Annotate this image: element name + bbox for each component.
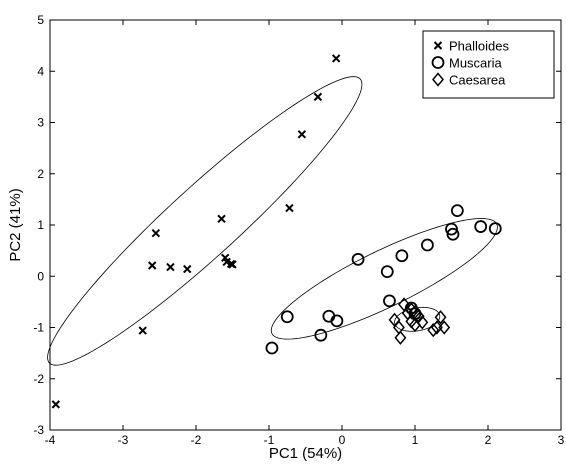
legend: Phalloides Muscaria Caesarea <box>422 30 555 99</box>
muscaria-point <box>446 227 460 241</box>
caesarea-legend-label: Caesarea <box>449 73 506 88</box>
caesarea-point <box>416 315 429 330</box>
x-tick-label: -1 <box>264 433 275 447</box>
muscaria-point <box>280 310 294 324</box>
muscaria-point <box>265 341 279 355</box>
phalloides-legend-label: Phalloides <box>449 39 509 54</box>
phalloides-point <box>151 228 161 238</box>
muscaria-point <box>445 222 458 236</box>
x-tick-label: 3 <box>558 433 565 447</box>
phalloides-point <box>51 400 61 409</box>
data-points <box>51 54 502 409</box>
y-tick-label: 3 <box>37 116 44 130</box>
y-tick-label: -3 <box>33 423 44 437</box>
phalloides-point <box>183 264 192 274</box>
muscaria-point <box>421 238 434 252</box>
x-tick-label: -3 <box>118 433 129 447</box>
muscaria-point <box>380 265 394 279</box>
phalloides-point <box>147 261 157 270</box>
muscaria-legend-marker <box>431 56 445 69</box>
y-tick-label: 5 <box>37 13 44 27</box>
muscaria-point <box>488 222 502 235</box>
caesarea-point <box>409 317 421 333</box>
phalloides-point <box>331 54 341 63</box>
phalloides-point <box>285 203 294 213</box>
ellipse <box>47 76 363 366</box>
phalloides-point <box>166 262 175 272</box>
x-tick-label: 0 <box>339 433 346 447</box>
legend-box <box>422 30 555 99</box>
phalloides-point <box>217 214 226 224</box>
x-tick-label: 1 <box>412 433 419 447</box>
y-tick-label: -2 <box>33 372 44 386</box>
caesarea-legend-marker <box>432 72 444 87</box>
muscaria-point <box>474 220 488 233</box>
y-tick-label: 2 <box>37 167 44 181</box>
phalloides-legend-marker <box>433 41 443 50</box>
y-tick-label: -1 <box>33 321 44 335</box>
muscaria-point <box>314 328 328 342</box>
muscaria-point <box>330 314 344 328</box>
y-tick-label: 0 <box>37 269 44 283</box>
ellipse <box>270 218 498 340</box>
phalloides-point <box>222 257 231 267</box>
muscaria-point <box>351 252 365 266</box>
caesarea-point <box>427 322 440 338</box>
muscaria-point <box>395 249 409 263</box>
phalloides-point <box>138 326 147 335</box>
phalloides-point <box>313 92 323 102</box>
phalloides-point <box>297 130 307 139</box>
x-axis-label: PC1 (54%) <box>269 445 342 462</box>
y-tick-label: 4 <box>37 64 44 78</box>
x-tick-label: -2 <box>191 433 202 447</box>
y-axis-label: PC2 (41%) <box>7 188 24 261</box>
muscaria-point <box>450 204 464 218</box>
phalloides-point <box>228 260 237 269</box>
caesarea-point <box>434 310 447 325</box>
x-tick-label: -4 <box>45 433 56 447</box>
muscaria-point <box>383 294 396 308</box>
caesarea-point <box>394 330 407 345</box>
muscaria-legend-label: Muscaria <box>449 56 503 71</box>
caesarea-point <box>438 320 451 335</box>
y-tick-label: 1 <box>37 218 44 232</box>
x-tick-label: 2 <box>485 433 492 447</box>
